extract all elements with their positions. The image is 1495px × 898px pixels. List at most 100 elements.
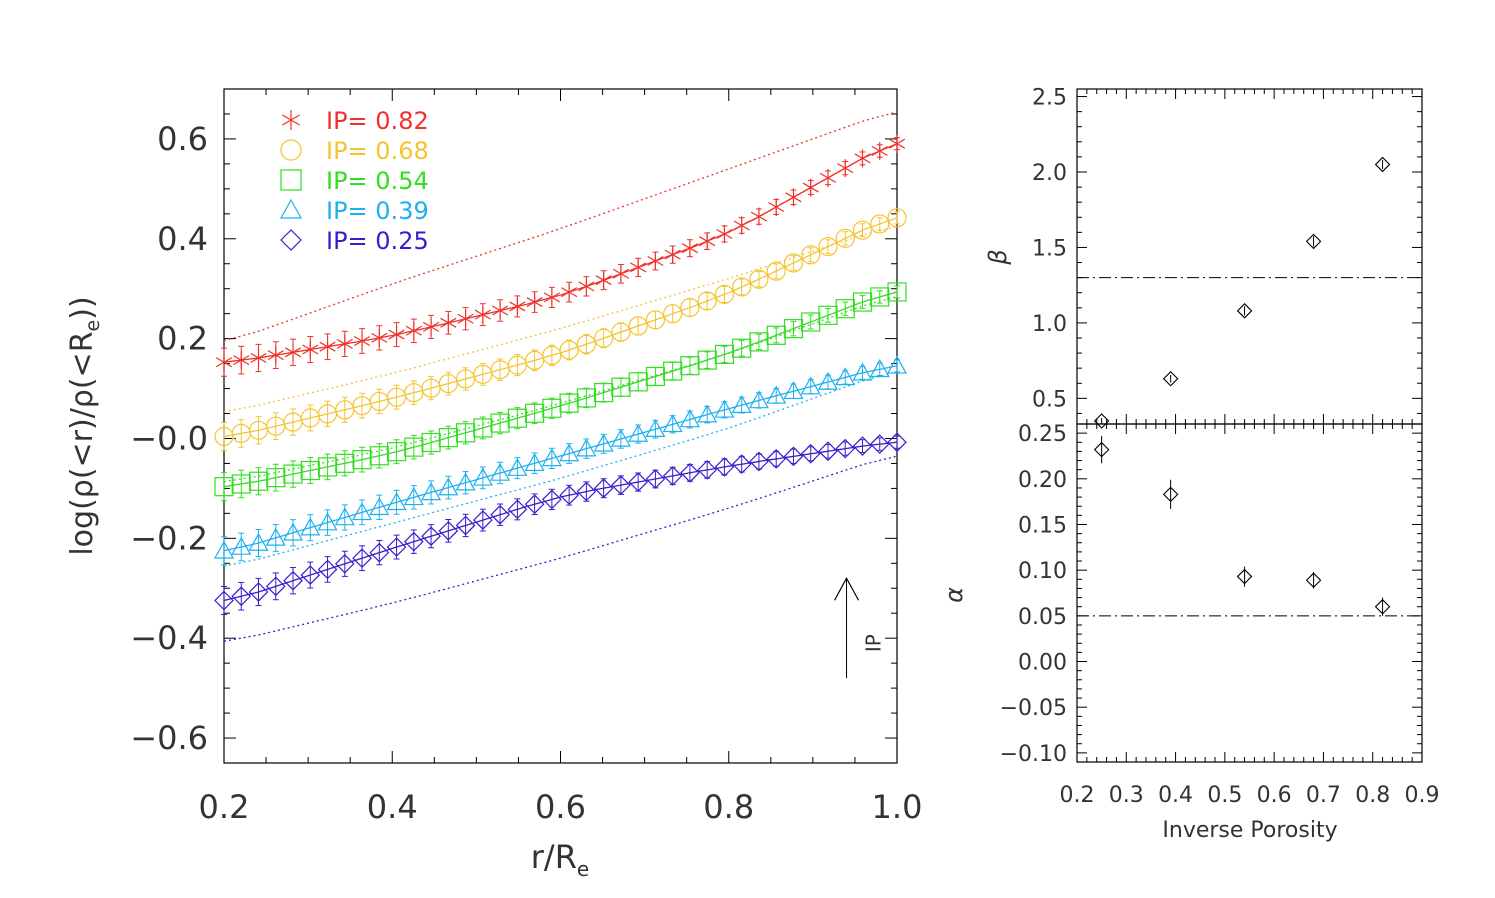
square-marker [352,450,372,470]
data-marker [302,336,319,363]
asterisk-stroke [526,297,543,308]
asterisk-stroke [215,357,233,368]
diamond-marker [559,485,579,506]
left-y-tick-label: 0.2 [157,320,208,358]
data-marker [818,305,838,325]
left-x-tick-label: 0.4 [367,788,418,826]
asterisk-stroke [422,321,440,332]
data-marker [283,460,303,488]
asterisk-stroke [267,350,284,361]
data-point [1236,566,1253,587]
circle-marker [783,253,804,273]
ip-annotation-text: IP [862,634,886,652]
data-marker [352,499,373,526]
asterisk-stroke [284,347,302,358]
fit-line [223,143,898,363]
data-marker [334,550,355,577]
data-marker [852,362,873,381]
data-marker [231,419,251,448]
data-marker [783,381,804,400]
diamond-marker [317,559,338,580]
data-marker [801,312,821,332]
data-marker [352,545,372,572]
data-marker [404,434,424,460]
diamond-marker [542,489,562,510]
data-marker [507,457,528,480]
diamond-marker [800,443,821,464]
alpha-points [1093,435,1391,616]
triangle-marker [731,394,752,413]
data-marker [457,307,474,331]
asterisk-stroke [371,332,388,343]
asterisk-stroke [647,255,664,267]
data-marker [266,463,286,492]
data-marker [783,446,804,467]
asterisk-stroke [250,352,267,363]
data-marker [388,322,405,348]
dotted-curve [223,111,898,342]
data-marker [438,475,459,500]
beta-y-axis-label: β [984,249,1012,265]
data-marker [697,404,718,424]
square-marker [473,418,493,438]
asterisk-stroke [353,335,371,347]
diamond-marker [593,478,614,499]
data-point [1162,479,1179,509]
data-marker [749,332,769,352]
circle-marker [870,214,890,234]
square-marker [386,442,407,462]
data-marker [317,509,338,536]
square-marker [455,423,476,443]
data-point [1236,303,1253,319]
circle-marker [542,345,562,365]
square-marker [542,398,562,418]
triangle-marker [800,376,821,395]
data-marker [369,388,389,415]
legend-label: IP= 0.25 [326,227,429,255]
triangle-marker [835,367,856,386]
triangle-marker [403,487,424,506]
diamond-marker [438,520,459,541]
triangle-marker [593,433,614,452]
data-marker [749,451,769,472]
diamond-marker [680,463,700,483]
data-marker [335,450,355,477]
diamond-marker [852,436,873,456]
data-marker [628,472,649,492]
data-marker [576,334,596,355]
beta-tick-labels: 0.5 1.0 1.5 2.0 2.5 [1032,86,1067,413]
data-marker [353,328,371,354]
data-marker [714,399,735,419]
data-marker [699,232,716,251]
circle-marker [280,139,302,161]
diamond-marker [645,469,666,489]
data-marker [455,367,476,391]
triangle-marker [369,497,390,516]
data-marker [421,524,441,549]
data-marker [680,297,700,318]
data-marker [474,303,491,327]
data-marker [490,411,510,435]
diamond-marker [731,454,752,475]
square-marker [525,403,545,423]
data-marker [732,338,752,358]
diamond-marker [1093,413,1110,429]
diamond-marker [1305,233,1322,250]
triangle-marker [213,540,235,559]
data-marker [403,485,424,510]
y-tick-label: 2.5 [1032,86,1067,111]
y-tick-label: 0.5 [1032,387,1067,412]
diamond-marker [490,504,510,525]
diamond-marker [248,582,269,602]
alpha-axis-ticks [1076,423,1423,763]
data-marker [213,536,235,566]
data-marker [542,488,562,511]
triangle-marker [628,423,649,442]
data-marker [768,198,785,217]
diamond-marker [1236,303,1253,319]
square-marker [870,287,890,307]
square-marker [697,350,717,370]
square-marker [749,332,769,352]
data-point [1305,233,1322,250]
